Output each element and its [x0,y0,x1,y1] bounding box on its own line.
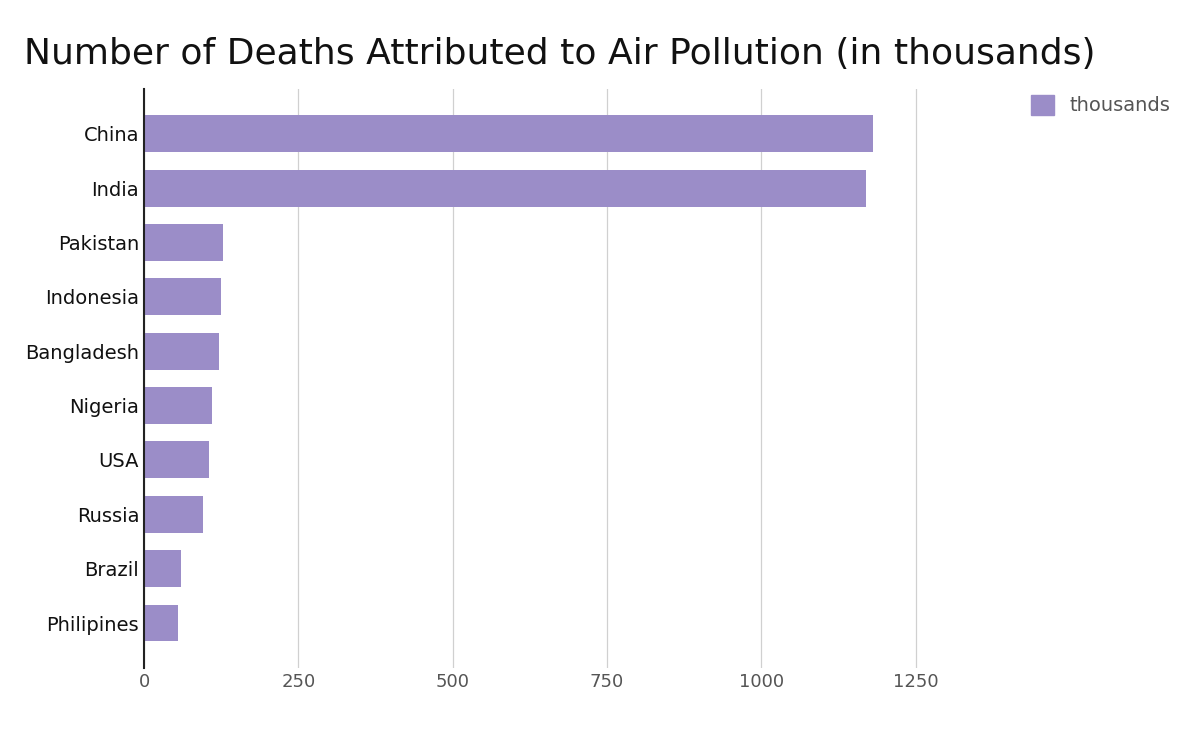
Bar [144,332,220,370]
Bar [144,224,223,261]
Legend: thousands: thousands [1022,88,1178,123]
Bar [144,441,209,479]
Bar [144,387,212,424]
Bar [144,605,178,642]
Bar [144,496,203,533]
Bar [144,115,872,152]
Bar [144,278,221,315]
Text: Number of Deaths Attributed to Air Pollution (in thousands): Number of Deaths Attributed to Air Pollu… [24,37,1096,71]
Bar [144,170,866,207]
Bar [144,550,181,587]
